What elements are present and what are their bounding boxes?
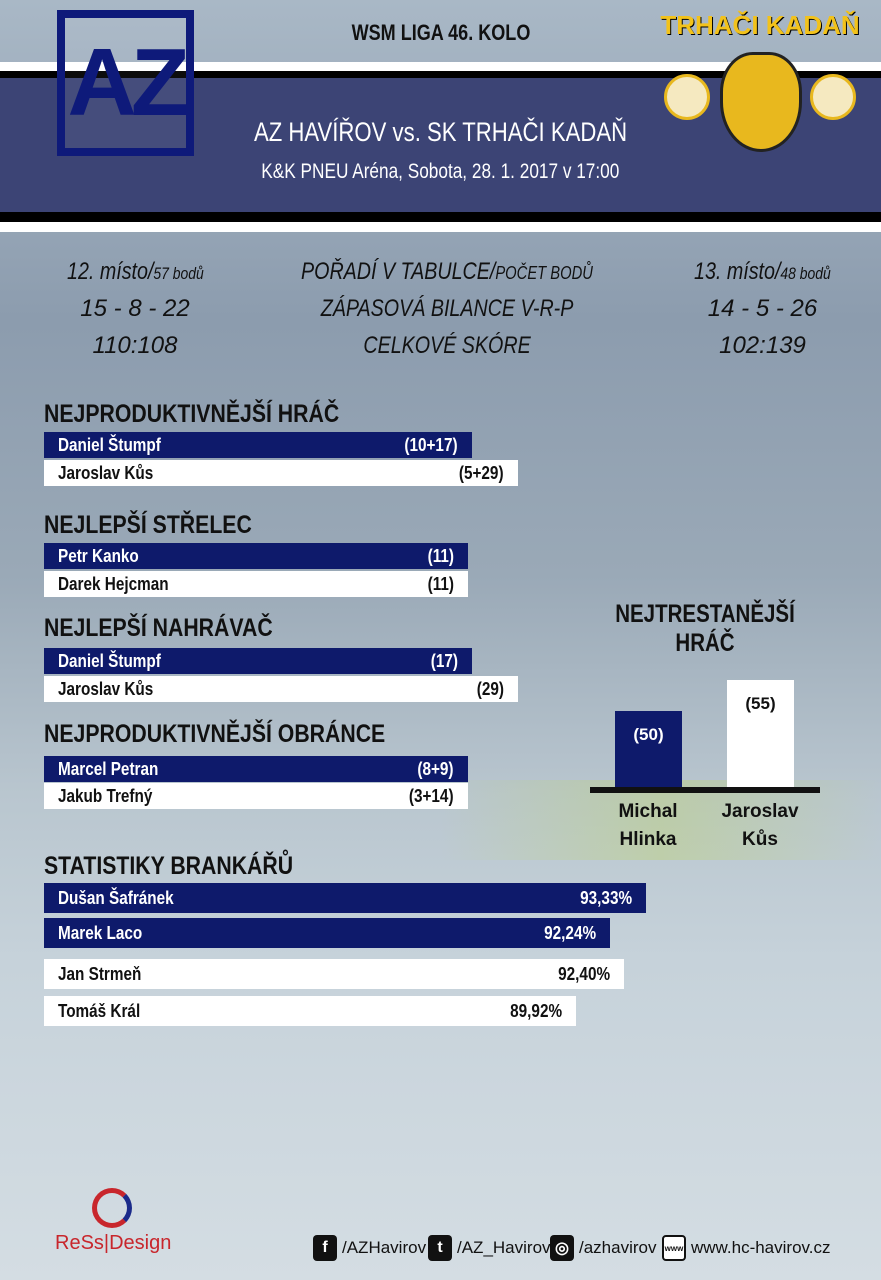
stat-row: Jaroslav Kůs (5+29) (44, 460, 518, 486)
section-title: NEJLEPŠÍ NAHRÁVAČ (44, 614, 273, 642)
stat-row: Petr Kanko (11) (44, 543, 468, 569)
penalty-bar (615, 711, 682, 788)
section-title: NEJPRODUKTIVNĚJŠÍ HRÁČ (44, 400, 340, 428)
twitter-link[interactable]: t/AZ_Havirov (428, 1235, 551, 1261)
stat-row: Darek Hejcman (11) (44, 571, 468, 597)
section-title: STATISTIKY BRANKÁŘŮ (44, 852, 294, 880)
goalie-row: Jan Strmeň 92,40% (44, 959, 624, 989)
penalty-player-name: Jaroslav Kůs (721, 801, 799, 850)
penalty-player-name: Michal Hlinka (618, 801, 678, 850)
league-round: WSM LIGA 46. KOLO (351, 20, 530, 45)
home-record: 15 - 8 - 22 (80, 295, 190, 322)
home-team-logo: AZ (57, 10, 194, 156)
website-link[interactable]: www www.hc-havirov.cz (662, 1235, 831, 1261)
match-title: AZ HAVÍŘOV vs. SK TRHAČI KADAŇ (253, 117, 628, 147)
home-score: 110:108 (92, 332, 178, 359)
record-label: ZÁPASOVÁ BILANCE V-R-P (320, 295, 574, 322)
section-title: NEJPRODUKTIVNĚJŠÍ OBRÁNCE (44, 720, 386, 748)
penalty-value-label: (55) (745, 694, 776, 713)
stripe (0, 212, 881, 222)
match-venue-date: K&K PNEU Aréna, Sobota, 28. 1. 2017 v 17… (261, 160, 620, 183)
stat-row: Jaroslav Kůs (29) (44, 676, 518, 702)
penalty-value-label: (50) (633, 725, 664, 745)
stat-row: Marcel Petran (8+9) (44, 756, 468, 782)
stripe (0, 62, 881, 71)
stat-row: Daniel Štumpf (10+17) (44, 432, 472, 458)
away-team-logo: TRHAČI KADAŇ (660, 10, 860, 160)
stat-row: Daniel Štumpf (17) (44, 648, 472, 674)
standing-label: POŘADÍ V TABULCE/POČET BODŮ (301, 258, 593, 285)
stripe (0, 71, 881, 79)
goalie-row: Dušan Šafránek 93,33% (44, 883, 646, 913)
away-score: 102:139 (719, 332, 806, 359)
penalty-title: NEJTRESTANĚJŠÍ HRÁČ (615, 600, 795, 657)
instagram-link[interactable]: ◎/azhavirov (550, 1235, 656, 1261)
stat-row: Jakub Trefný (3+14) (44, 783, 468, 809)
facebook-icon: f (313, 1235, 337, 1261)
designer-logo: ReSs|Design (55, 1180, 175, 1260)
chart-baseline (590, 787, 820, 793)
twitter-icon: t (428, 1235, 452, 1261)
section-title: NEJLEPŠÍ STŘELEC (44, 511, 252, 539)
away-standing: 13. místo/48 bodů (694, 258, 831, 285)
goalie-row: Tomáš Král 89,92% (44, 996, 576, 1026)
instagram-icon: ◎ (550, 1235, 574, 1261)
home-standing: 12. místo/57 bodů (66, 258, 204, 285)
facebook-link[interactable]: f/AZHavirov (313, 1235, 426, 1261)
score-label: CELKOVÉ SKÓRE (363, 332, 531, 359)
stripe (0, 222, 881, 232)
away-record: 14 - 5 - 26 (707, 295, 818, 322)
web-icon: www (662, 1235, 686, 1261)
penalty-bar (727, 680, 794, 788)
goalie-row: Marek Laco 92,24% (44, 918, 610, 948)
